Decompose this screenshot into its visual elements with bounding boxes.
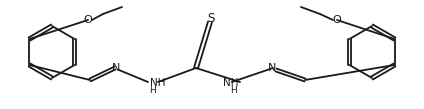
Text: S: S xyxy=(207,13,215,26)
Text: NH: NH xyxy=(150,78,165,88)
Text: H: H xyxy=(230,85,237,95)
Text: N: N xyxy=(268,63,276,73)
Text: NH: NH xyxy=(223,78,238,88)
Text: H: H xyxy=(149,85,156,95)
Text: O: O xyxy=(332,15,341,25)
Text: O: O xyxy=(84,15,92,25)
Text: N: N xyxy=(112,63,120,73)
